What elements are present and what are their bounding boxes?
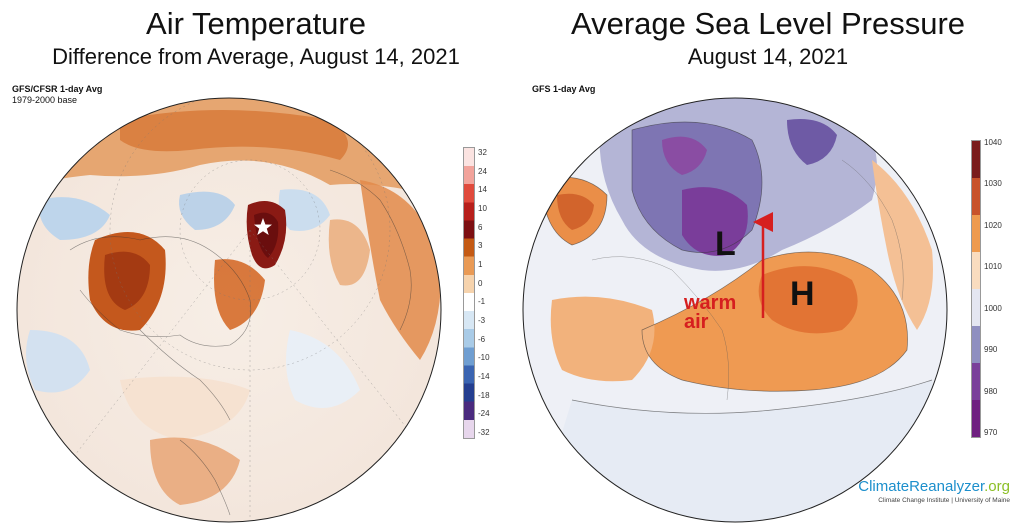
colorbar-tick-label: 1040 — [984, 138, 1002, 147]
temperature-colorbar — [463, 147, 475, 439]
colorbar-tick-label: -18 — [478, 390, 490, 400]
air-temp-source-model: GFS/CFSR 1-day Avg — [12, 84, 103, 94]
high-pressure-label: H — [790, 275, 815, 313]
sea-level-pressure-globe: L H warm air — [522, 97, 948, 523]
air-temp-subtitle: Difference from Average, August 14, 2021 — [52, 44, 460, 69]
air-temperature-globe — [16, 97, 442, 523]
warm-air-label-line1: warm — [683, 292, 736, 314]
brand-name-main: ClimateReanalyzer — [858, 478, 985, 495]
colorbar-tick-label: 970 — [984, 428, 998, 437]
slp-subtitle: August 14, 2021 — [687, 44, 849, 69]
colorbar-tick-label: 6 — [478, 222, 483, 232]
star-icon — [254, 218, 272, 235]
colorbar-tick-label: 24 — [478, 166, 487, 176]
slp-source: GFS 1-day Avg — [532, 84, 595, 95]
low-pressure-label: L — [715, 225, 736, 263]
brand-name-tld: .org — [984, 478, 1010, 495]
colorbar-tick-label: -3 — [478, 316, 486, 325]
colorbar-tick-label: -1 — [478, 297, 486, 307]
colorbar-tick-label: -10 — [478, 353, 490, 363]
colorbar-tick-label: 10 — [478, 204, 487, 213]
air-temp-title: Air Temperature — [146, 6, 366, 41]
colorbar-tick-label: 990 — [984, 345, 998, 355]
colorbar-tick-label: -6 — [478, 334, 486, 344]
air-temp-source-base: 1979-2000 base — [12, 95, 78, 105]
colorbar-tick-label: 14 — [478, 185, 487, 195]
climate-reanalyzer-branding: ClimateReanalyzer.org Climate Change Ins… — [858, 478, 1010, 505]
colorbar-tick-label: -24 — [478, 409, 490, 419]
sea-level-pressure-panel: Average Sea Level Pressure August 14, 20… — [512, 0, 1024, 523]
air-temp-source: GFS/CFSR 1-day Avg 1979-2000 base — [12, 84, 102, 106]
colorbar-tick-label: -14 — [478, 372, 490, 381]
colorbar-tick-label: 980 — [984, 386, 998, 396]
pressure-colorbar — [971, 140, 981, 438]
colorbar-tick-label: 0 — [478, 278, 483, 288]
colorbar-tick-label: 32 — [478, 148, 487, 157]
colorbar-tick-label: -32 — [478, 428, 490, 437]
colorbar-tick-label: 1000 — [984, 303, 1002, 313]
warm-air-label-line2: air — [684, 311, 709, 333]
slp-source-model: GFS 1-day Avg — [532, 84, 596, 94]
brand-name: ClimateReanalyzer.org — [858, 478, 1010, 496]
colorbar-tick-label: 1010 — [984, 262, 1002, 272]
colorbar-tick-label: 1 — [478, 260, 483, 269]
colorbar-tick-label: 1030 — [984, 179, 1002, 189]
brand-institution: Climate Change Institute | University of… — [878, 497, 1010, 504]
colorbar-tick-label: 3 — [478, 241, 483, 251]
colorbar-tick-label: 1020 — [984, 220, 1002, 230]
air-temperature-panel: Air Temperature Difference from Average,… — [12, 6, 490, 523]
temperature-anomaly-field — [20, 98, 441, 520]
slp-title: Average Sea Level Pressure — [570, 6, 966, 41]
